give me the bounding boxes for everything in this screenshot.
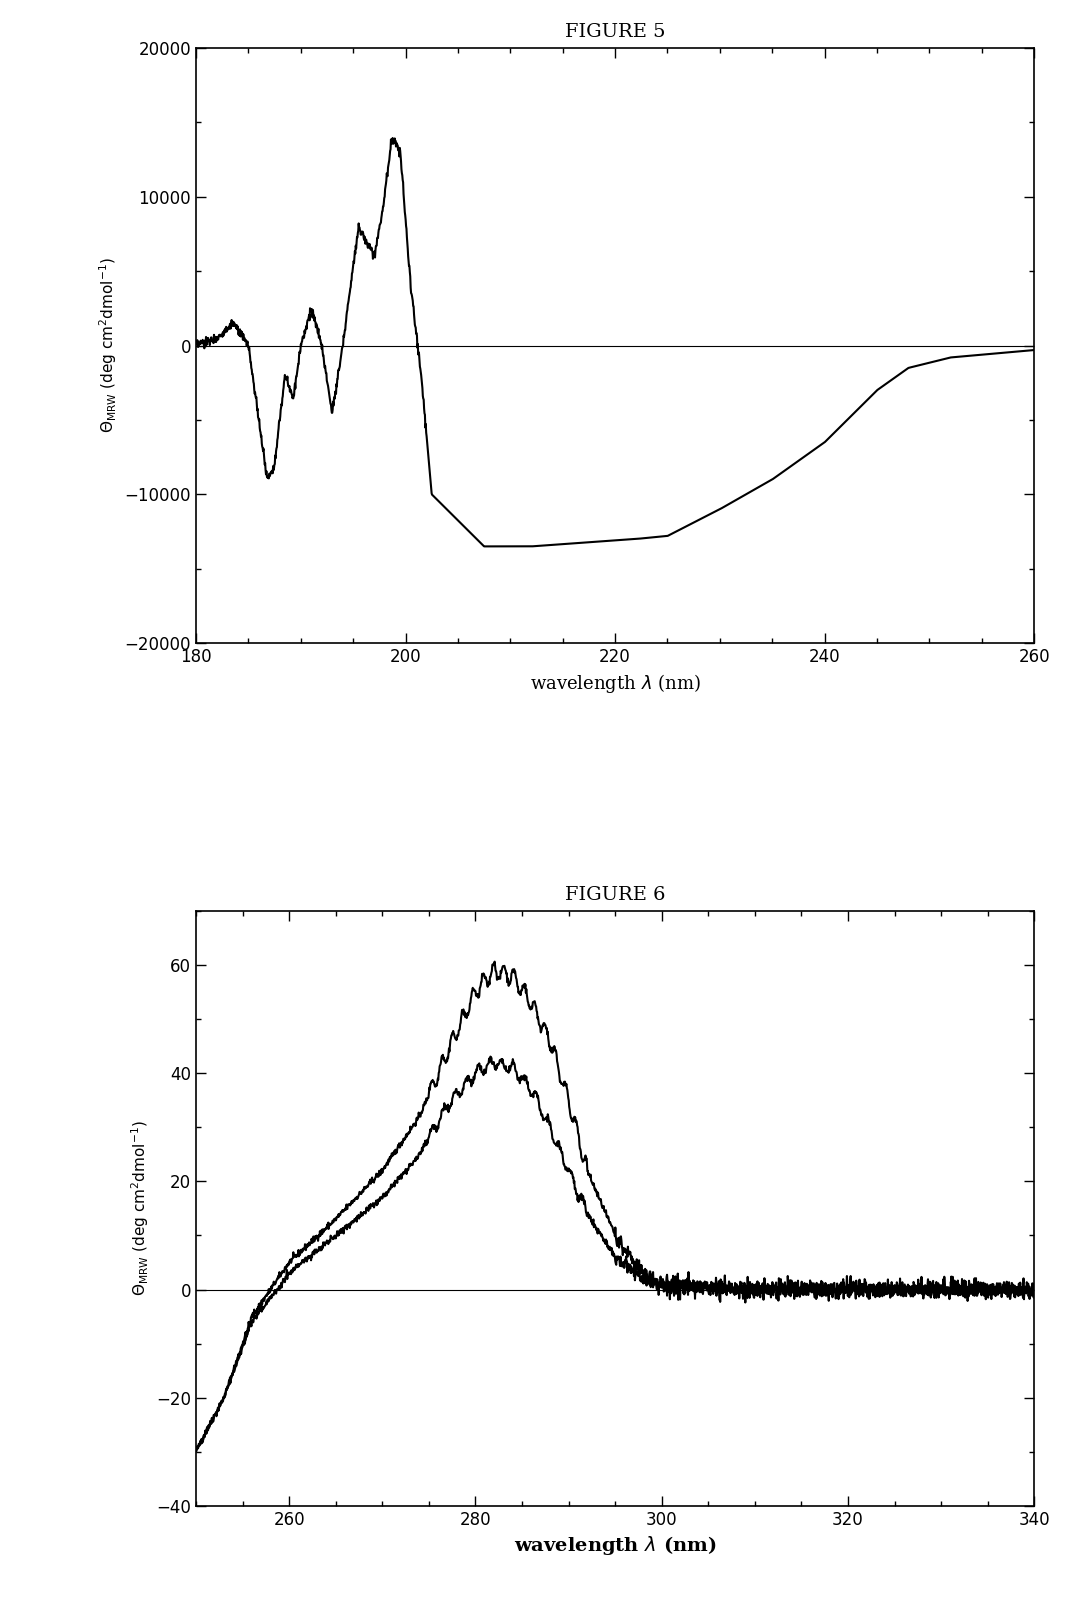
Y-axis label: $\Theta_{\mathrm{MRW}}$ (deg cm$^2$dmol$^{-1}$): $\Theta_{\mathrm{MRW}}$ (deg cm$^2$dmol$… (97, 258, 119, 434)
X-axis label: wavelength $\lambda$ (nm): wavelength $\lambda$ (nm) (530, 671, 700, 695)
Title: FIGURE 5: FIGURE 5 (565, 22, 665, 42)
X-axis label: wavelength $\lambda$ (nm): wavelength $\lambda$ (nm) (514, 1535, 716, 1557)
Y-axis label: $\Theta_{\mathrm{MRW}}$ (deg cm$^2$dmol$^{-1}$): $\Theta_{\mathrm{MRW}}$ (deg cm$^2$dmol$… (128, 1120, 150, 1296)
Title: FIGURE 6: FIGURE 6 (565, 886, 665, 904)
